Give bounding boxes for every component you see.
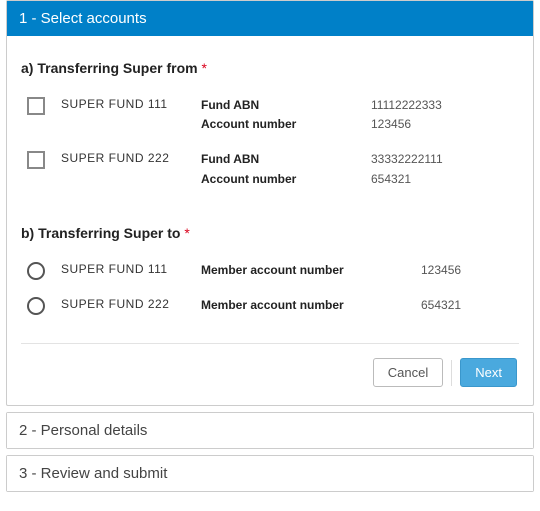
fund-abn-label: Fund ABN bbox=[201, 150, 371, 169]
required-mark: * bbox=[201, 60, 206, 76]
section-to-title-text: b) Transferring Super to bbox=[21, 225, 180, 241]
member-account-number-value: 654321 bbox=[421, 296, 519, 315]
account-number-value: 654321 bbox=[371, 170, 519, 189]
step-3-panel[interactable]: 3 - Review and submit bbox=[6, 455, 534, 492]
member-account-number-label: Member account number bbox=[201, 261, 421, 280]
section-to-title: b) Transferring Super to * bbox=[21, 225, 519, 241]
divider bbox=[21, 343, 519, 344]
from-fund-111-checkbox[interactable] bbox=[27, 97, 45, 115]
from-fund-row: SUPER FUND 111 Fund ABN Account number 1… bbox=[21, 90, 519, 144]
account-number-label: Account number bbox=[201, 170, 371, 189]
account-number-value: 123456 bbox=[371, 115, 519, 134]
member-account-number-label: Member account number bbox=[201, 296, 421, 315]
section-from-title: a) Transferring Super from * bbox=[21, 60, 519, 76]
from-fund-row: SUPER FUND 222 Fund ABN Account number 3… bbox=[21, 144, 519, 198]
step-3-header: 3 - Review and submit bbox=[7, 456, 533, 491]
fund-abn-value: 33332222111 bbox=[371, 150, 519, 169]
button-separator bbox=[451, 360, 452, 386]
to-fund-name: SUPER FUND 111 bbox=[61, 261, 201, 276]
step-1-body: a) Transferring Super from * SUPER FUND … bbox=[7, 36, 533, 405]
step-1-panel: 1 - Select accounts a) Transferring Supe… bbox=[6, 0, 534, 406]
step-2-header: 2 - Personal details bbox=[7, 413, 533, 448]
member-account-number-value: 123456 bbox=[421, 261, 519, 280]
fund-abn-label: Fund ABN bbox=[201, 96, 371, 115]
actions-bar: Cancel Next bbox=[21, 356, 519, 393]
to-fund-row: SUPER FUND 222 Member account number 654… bbox=[21, 290, 519, 325]
from-fund-name: SUPER FUND 111 bbox=[61, 96, 201, 111]
fund-abn-value: 11112222333 bbox=[371, 96, 519, 115]
from-fund-name: SUPER FUND 222 bbox=[61, 150, 201, 165]
required-mark: * bbox=[184, 225, 189, 241]
section-from-title-text: a) Transferring Super from bbox=[21, 60, 198, 76]
to-fund-row: SUPER FUND 111 Member account number 123… bbox=[21, 255, 519, 290]
to-fund-111-radio[interactable] bbox=[27, 262, 45, 280]
step-1-header: 1 - Select accounts bbox=[7, 1, 533, 36]
to-fund-name: SUPER FUND 222 bbox=[61, 296, 201, 311]
step-2-panel[interactable]: 2 - Personal details bbox=[6, 412, 534, 449]
cancel-button[interactable]: Cancel bbox=[373, 358, 443, 387]
from-fund-222-checkbox[interactable] bbox=[27, 151, 45, 169]
next-button[interactable]: Next bbox=[460, 358, 517, 387]
account-number-label: Account number bbox=[201, 115, 371, 134]
to-fund-222-radio[interactable] bbox=[27, 297, 45, 315]
